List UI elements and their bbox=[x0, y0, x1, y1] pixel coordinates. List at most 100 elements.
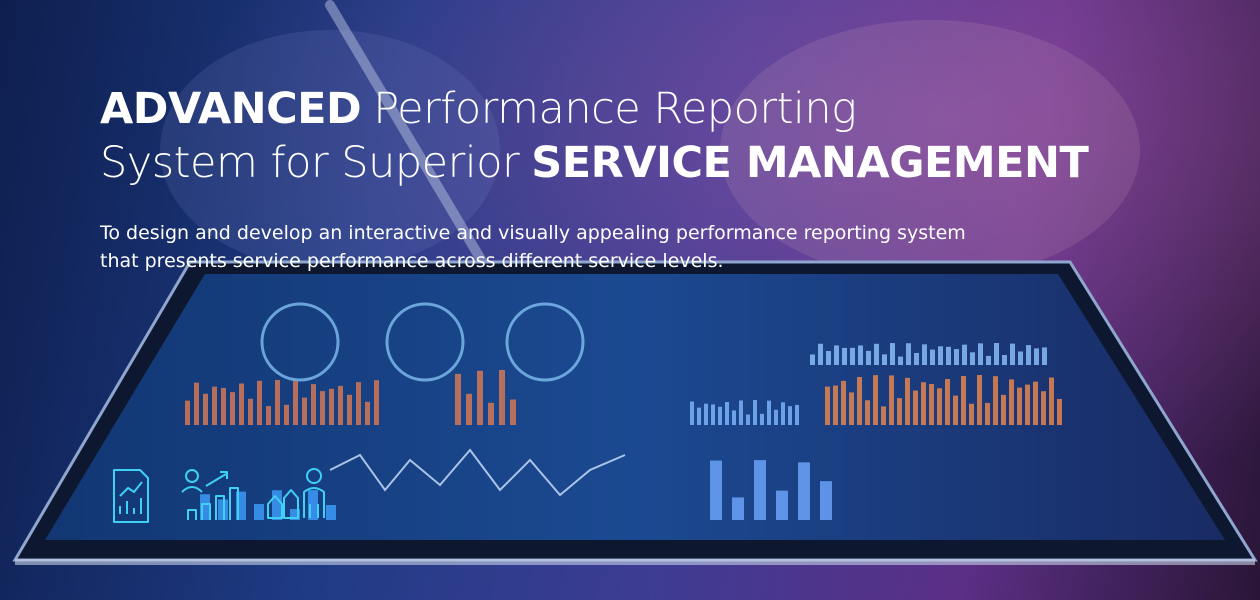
widget-bar bbox=[248, 398, 253, 425]
widget-bar bbox=[1017, 387, 1022, 425]
widget-bar bbox=[937, 388, 942, 425]
widget-bar bbox=[266, 406, 271, 425]
widget-bar bbox=[329, 388, 334, 425]
widget-bar bbox=[311, 384, 316, 425]
widget-bar bbox=[849, 392, 854, 425]
widget-bar bbox=[1026, 345, 1031, 365]
widget-bar bbox=[954, 349, 959, 365]
widget-bar bbox=[347, 394, 352, 425]
title-text: Performance Reporting bbox=[373, 84, 857, 134]
widget-bar bbox=[1010, 343, 1015, 365]
widget-bar bbox=[985, 402, 990, 425]
widget-bar bbox=[810, 354, 815, 365]
widget-bar bbox=[711, 404, 715, 425]
widget-circle bbox=[385, 302, 465, 382]
widget-bar bbox=[905, 377, 910, 425]
widget-bar bbox=[826, 350, 831, 365]
widget-bar bbox=[930, 349, 935, 365]
widget-bar bbox=[1001, 394, 1006, 425]
subtitle-line: that presents service performance across… bbox=[100, 250, 724, 272]
widget-bar bbox=[897, 398, 902, 425]
widget-line bbox=[329, 448, 626, 497]
hand-left bbox=[160, 30, 500, 270]
widget-bar bbox=[921, 382, 926, 425]
widget-bar bbox=[704, 403, 708, 425]
widget-bar bbox=[977, 375, 982, 425]
widget-bar bbox=[230, 392, 235, 425]
widget-bar bbox=[834, 345, 839, 365]
tablet-screen bbox=[45, 274, 1225, 540]
widget-bar bbox=[194, 382, 199, 425]
widget-bar bbox=[754, 460, 766, 520]
widget-bar bbox=[913, 390, 918, 425]
report-icon bbox=[113, 469, 149, 523]
widget-bar bbox=[776, 490, 788, 520]
widget-bar bbox=[961, 375, 966, 425]
widget-bar bbox=[962, 344, 967, 365]
screen-widgets bbox=[185, 302, 1062, 520]
widget-bar bbox=[753, 400, 757, 425]
widget-bar bbox=[873, 375, 878, 425]
widget-bar bbox=[326, 504, 336, 520]
widget-bar bbox=[874, 343, 879, 365]
widget-bar bbox=[857, 377, 862, 425]
widget-bar bbox=[302, 397, 307, 425]
widget-bar bbox=[499, 370, 505, 425]
widget-bar bbox=[710, 460, 722, 520]
widget-bar bbox=[212, 386, 217, 425]
widget-bar bbox=[1025, 384, 1030, 425]
widget-bar bbox=[1042, 347, 1047, 365]
widget-bar bbox=[881, 406, 886, 425]
widget-bar bbox=[1033, 381, 1038, 425]
widget-bar bbox=[767, 400, 771, 425]
widget-bar bbox=[510, 399, 516, 425]
widget-bar bbox=[788, 406, 792, 425]
title-line: System for Superior SERVICE MANAGEMENT bbox=[100, 136, 1100, 190]
widget-bar bbox=[774, 409, 778, 425]
widget-bar bbox=[185, 400, 190, 425]
widget-circle bbox=[260, 302, 340, 382]
widget-bar bbox=[858, 345, 863, 365]
widget-bar bbox=[986, 355, 991, 365]
widget-bar bbox=[320, 391, 325, 425]
widget-bar bbox=[718, 406, 722, 425]
widget-bar bbox=[1002, 355, 1007, 365]
widget-bar bbox=[889, 375, 894, 425]
widget-bar bbox=[866, 350, 871, 365]
title-emphasis: ADVANCED bbox=[100, 84, 362, 134]
title: ADVANCED Performance Reporting System for … bbox=[100, 82, 1100, 190]
hand-right bbox=[720, 20, 1140, 280]
widget-bar bbox=[922, 344, 927, 365]
widget-bar bbox=[272, 490, 282, 520]
widget-bar bbox=[833, 385, 838, 425]
widget-bar bbox=[732, 497, 744, 520]
widget-bar bbox=[697, 407, 701, 425]
widget-bar bbox=[798, 462, 810, 520]
widget-bar bbox=[275, 380, 280, 425]
widget-bar bbox=[818, 343, 823, 365]
widget-bar bbox=[739, 400, 743, 425]
widget-bar bbox=[898, 356, 903, 365]
widget-bar bbox=[732, 410, 736, 425]
widget-bar bbox=[978, 343, 983, 365]
widget-bar bbox=[953, 395, 958, 425]
title-text: System for Superior bbox=[100, 138, 520, 188]
widget-bar bbox=[1049, 377, 1054, 425]
widget-bar bbox=[841, 380, 846, 425]
widget-bar bbox=[239, 383, 244, 425]
widget-bar bbox=[690, 401, 694, 425]
pen bbox=[325, 0, 510, 305]
widget-bar bbox=[466, 393, 472, 425]
widget-bar bbox=[945, 379, 950, 425]
widget-bar bbox=[293, 381, 298, 425]
widget-bar bbox=[338, 385, 343, 425]
widget-bar bbox=[356, 382, 361, 425]
widget-bar bbox=[1009, 379, 1014, 425]
widget-bar bbox=[236, 491, 246, 520]
icon-row bbox=[113, 468, 325, 523]
widget-bar bbox=[781, 402, 785, 425]
widget-bar bbox=[365, 401, 370, 425]
widget-bar bbox=[865, 400, 870, 425]
title-line: ADVANCED Performance Reporting bbox=[100, 82, 1100, 136]
